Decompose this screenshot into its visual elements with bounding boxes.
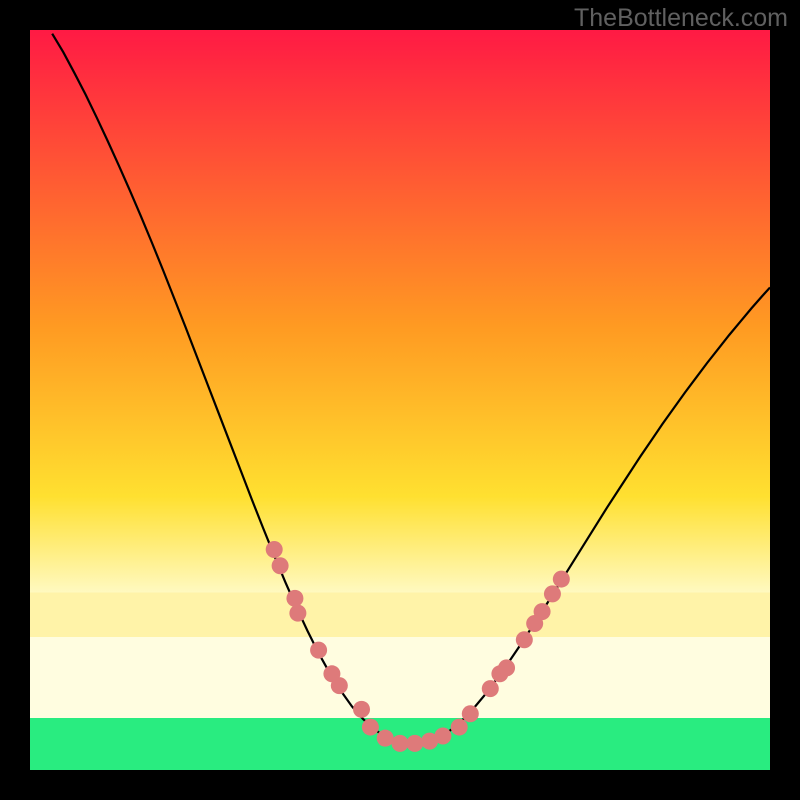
bottleneck-curve [52, 34, 770, 744]
data-marker [482, 680, 499, 697]
data-marker [392, 735, 409, 752]
data-markers [266, 541, 570, 752]
data-marker [553, 571, 570, 588]
data-marker [462, 705, 479, 722]
data-marker [289, 605, 306, 622]
data-marker [377, 730, 394, 747]
data-marker [266, 541, 283, 558]
data-marker [498, 659, 515, 676]
data-marker [331, 677, 348, 694]
data-marker [310, 642, 327, 659]
data-marker [434, 727, 451, 744]
data-marker [286, 590, 303, 607]
data-marker [362, 719, 379, 736]
data-marker [544, 585, 561, 602]
data-marker [353, 701, 370, 718]
data-marker [406, 735, 423, 752]
data-marker [534, 603, 551, 620]
data-marker [516, 631, 533, 648]
data-marker [272, 557, 289, 574]
data-marker [451, 719, 468, 736]
chart-overlay [30, 30, 770, 770]
watermark-text: TheBottleneck.com [574, 4, 788, 33]
